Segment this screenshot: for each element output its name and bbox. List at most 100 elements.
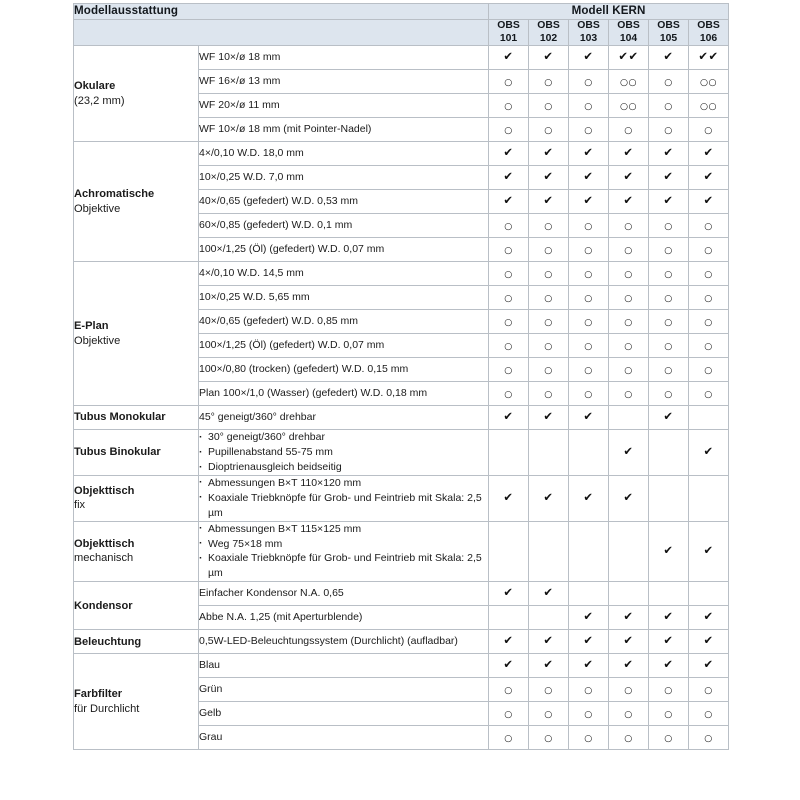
feature-cell: Grün [198, 677, 489, 703]
table-row: Grün ○ ○ ○ ○ ○ ○ [74, 677, 730, 703]
availability-cell-obs-101: ✔ [488, 653, 529, 679]
availability-cell-obs-106 [687, 581, 730, 607]
row-group-label: Tubus Binokular [73, 429, 199, 476]
table-row: ObjekttischmechanischAbmessungen B×T 115… [73, 520, 730, 583]
feature-bullet-item: Abmessungen B×T 115×125 mm [199, 521, 488, 537]
row-group-label-sub: (23,2 mm) [74, 94, 125, 107]
availability-cell-obs-104: ✔ [608, 653, 649, 679]
table-row: Abbe N.A. 1,25 (mit Aperturblende) ✔ ✔ ✔ ✔ [74, 605, 730, 631]
availability-cell-obs-106: ✔ [687, 141, 730, 167]
availability-cell-obs-104: ○ [608, 333, 649, 359]
availability-cell-obs-105: ○ [648, 213, 689, 239]
availability-cell-obs-101: ○ [488, 677, 529, 703]
availability-cell-obs-102 [528, 605, 569, 631]
availability-cell-obs-102: ✔ [528, 189, 569, 215]
availability-cell-obs-103: ✔ [568, 629, 609, 655]
availability-cell-obs-106: ✔ [687, 165, 730, 191]
availability-cell-obs-102: ○ [528, 93, 569, 119]
availability-cell-obs-104: ✔✔ [608, 45, 649, 71]
feature-cell: Abmessungen B×T 115×125 mmWeg 75×18 mmKo… [198, 520, 489, 583]
availability-cell-obs-101: ○ [488, 93, 529, 119]
availability-cell-obs-105: ○ [648, 285, 689, 311]
availability-cell-obs-102: ✔ [528, 165, 569, 191]
table-row: 40×/0,65 (gefedert) W.D. 0,53 mm ✔ ✔ ✔ ✔ ✔ ✔ [74, 189, 730, 215]
availability-cell-obs-103: ○ [568, 93, 609, 119]
feature-cell: Gelb [198, 701, 489, 727]
availability-cell-obs-103: ○ [568, 309, 609, 335]
table-row: Kondensor Einfacher Kondensor N.A. 0,65 ✔ ✔ [73, 581, 730, 631]
availability-cell-obs-103: ○ [568, 725, 609, 751]
availability-cell-obs-104: ○ [608, 381, 649, 407]
availability-cell-obs-105: ○ [648, 117, 689, 143]
availability-cell-obs-104: ✔ [608, 189, 649, 215]
header-model-obs-104: OBS 104 [608, 18, 649, 47]
availability-cell-obs-103: ✔ [568, 141, 609, 167]
feature-cell: Einfacher Kondensor N.A. 0,65 [198, 581, 489, 607]
availability-cell-obs-102: ○ [528, 69, 569, 95]
availability-cell-obs-101: ○ [488, 261, 529, 287]
availability-cell-obs-103: ✔ [568, 474, 609, 522]
availability-cell-obs-105: ✔ [648, 189, 689, 215]
header-model-obs-101: OBS 101 [488, 18, 529, 47]
availability-cell-obs-104: ○ [608, 701, 649, 727]
feature-cell: Abbe N.A. 1,25 (mit Aperturblende) [198, 605, 489, 631]
availability-cell-obs-102: ○ [528, 725, 569, 751]
availability-cell-obs-103: ○ [568, 285, 609, 311]
availability-cell-obs-103: ✔ [568, 165, 609, 191]
feature-bullet-list: Abmessungen B×T 115×125 mmWeg 75×18 mmKo… [199, 521, 488, 582]
feature-cell: 60×/0,85 (gefedert) W.D. 0,1 mm [198, 213, 489, 239]
availability-cell-obs-106: ✔ [687, 429, 730, 476]
feature-cell: 100×/1,25 (Öl) (gefedert) W.D. 0,07 mm [198, 333, 489, 359]
feature-cell: WF 20×/ø 11 mm [198, 93, 489, 119]
availability-cell-obs-106 [687, 405, 730, 431]
availability-cell-obs-103 [568, 429, 609, 476]
table-row: WF 10×/ø 18 mm (mit Pointer-Nadel) ○ ○ ○ ○ ○ ○ [74, 117, 730, 143]
availability-cell-obs-104: ○ [608, 725, 649, 751]
availability-cell-obs-105: ○ [648, 701, 689, 727]
availability-cell-obs-106: ○○ [687, 69, 730, 95]
row-group-label-sub: Objektive [74, 334, 121, 347]
row-group-label-main: Farbfilter [74, 688, 123, 701]
availability-cell-obs-103: ○ [568, 117, 609, 143]
availability-cell-obs-102: ✔ [528, 141, 569, 167]
availability-cell-obs-105: ○ [648, 237, 689, 263]
row-group-label-sub: fix [74, 499, 86, 512]
availability-cell-obs-105 [648, 429, 689, 476]
table-row: Farbfilter für Durchlicht Blau ✔ ✔ ✔ ✔ ✔ ✔ [73, 653, 730, 751]
availability-cell-obs-103: ○ [568, 701, 609, 727]
availability-cell-obs-105: ○ [648, 381, 689, 407]
row-group-label-sub: Objektive [74, 202, 121, 215]
feature-cell: 10×/0,25 W.D. 5,65 mm [198, 285, 489, 311]
availability-cell-obs-102: ○ [528, 701, 569, 727]
availability-cell-obs-101: ○ [488, 701, 529, 727]
availability-cell-obs-106: ○ [687, 309, 730, 335]
table-row: Plan 100×/1,0 (Wasser) (gefedert) W.D. 0… [74, 381, 730, 407]
table-row: E-Plan Objektive 4×/0,10 W.D. 14,5 mm ○ ○ ○ ○ ○… [73, 261, 730, 407]
availability-cell-obs-102: ✔ [528, 405, 569, 431]
availability-cell-obs-102: ✔ [528, 629, 569, 655]
feature-cell: 100×/0,80 (trocken) (gefedert) W.D. 0,15… [198, 357, 489, 383]
availability-cell-obs-106: ○ [687, 381, 730, 407]
header-model-group-title: Modell KERN [487, 3, 730, 20]
feature-bullet-item: Weg 75×18 mm [199, 536, 488, 552]
availability-cell-obs-103: ✔ [568, 405, 609, 431]
availability-cell-obs-104: ✔ [608, 429, 649, 476]
feature-cell: Blau [198, 653, 489, 679]
feature-bullet-item: Pupillenabstand 55-75 mm [199, 445, 488, 460]
availability-cell-obs-101: ○ [488, 285, 529, 311]
table-row: Objekttisch fix Abmessungen B×T 110×120 mm… [73, 474, 730, 522]
availability-cell-obs-102: ○ [528, 237, 569, 263]
table-body: Okulare (23,2 mm) WF 10×/ø 18 mm ✔ ✔ ✔ ✔✔ ✔ ✔✔ WF… [73, 45, 730, 751]
availability-cell-obs-103: ○ [568, 333, 609, 359]
availability-cell-obs-105: ✔ [648, 653, 689, 679]
availability-cell-obs-101: ○ [488, 237, 529, 263]
availability-cell-obs-101: ✔ [488, 45, 529, 71]
availability-cell-obs-106: ○ [687, 117, 730, 143]
availability-cell-obs-103: ○ [568, 213, 609, 239]
availability-cell-obs-106: ✔ [687, 520, 730, 583]
header-model-obs-102: OBS 102 [528, 18, 569, 47]
table-row: Beleuchtung 0,5W-LED-Beleuchtungssystem (… [73, 629, 730, 655]
feature-cell: 40×/0,65 (gefedert) W.D. 0,85 mm [198, 309, 489, 335]
availability-cell-obs-104: ○ [608, 261, 649, 287]
table-row: Tubus Binokular30° geneigt/360° drehbarP… [73, 429, 730, 476]
